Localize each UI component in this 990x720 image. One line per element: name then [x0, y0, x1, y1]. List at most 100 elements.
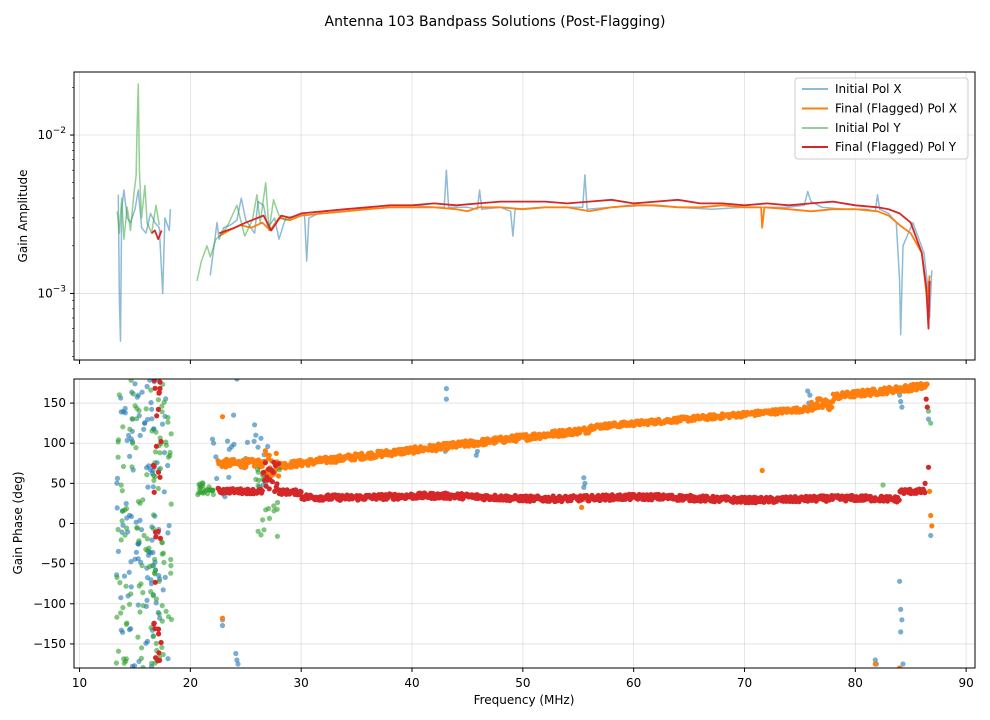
phase-point [161, 559, 167, 566]
phase-point [266, 452, 272, 458]
phase-point [124, 437, 130, 443]
phase-point [135, 498, 142, 505]
phase-point [151, 512, 157, 518]
phase-point [492, 492, 498, 498]
phase-point [897, 578, 903, 584]
amplitude-grid [74, 72, 975, 360]
phase-series-initial-pol-x [114, 379, 934, 668]
phase-point [219, 615, 226, 621]
phase-point [213, 454, 219, 460]
phase-point [266, 515, 273, 522]
phase-point [144, 597, 150, 604]
phase-point [168, 570, 174, 576]
phase-point [152, 579, 158, 585]
phase-point [141, 426, 147, 432]
phase-point [130, 440, 136, 446]
phase-point [120, 605, 126, 611]
phase-point [144, 536, 150, 542]
phase-point [156, 650, 162, 656]
phase-point [144, 465, 150, 471]
phase-point [165, 530, 171, 536]
phase-point [142, 420, 148, 426]
phase-point [121, 573, 128, 579]
phase-xtick-label: 30 [294, 676, 309, 690]
phase-point [151, 621, 157, 627]
phase-point [134, 394, 140, 400]
phase-point [161, 450, 168, 456]
phase-point [899, 617, 905, 623]
phase-point [153, 567, 159, 573]
phase-point [151, 477, 157, 483]
phase-point [118, 409, 124, 415]
phase-point [898, 629, 904, 635]
phase-point [151, 379, 157, 383]
phase-point [274, 481, 280, 487]
phase-point [159, 618, 165, 624]
phase-point [144, 575, 151, 581]
phase-point [141, 532, 147, 539]
phase-point [277, 467, 283, 473]
phase-point [807, 392, 813, 398]
phase-point [923, 396, 929, 402]
phase-grid [74, 379, 975, 668]
phase-point [880, 391, 886, 397]
phase-point [143, 406, 149, 412]
phase-point [165, 462, 171, 469]
phase-point [234, 657, 240, 663]
phase-point [137, 432, 143, 439]
phase-ylabel: Gain Phase (deg) [11, 471, 25, 574]
phase-xtick-label: 40 [404, 676, 419, 690]
phase-point [143, 640, 149, 646]
amplitude-lines [116, 83, 933, 342]
phase-ytick-label: 50 [51, 476, 66, 490]
phase-point [130, 391, 136, 397]
phase-point [133, 445, 139, 451]
phase-point [925, 464, 932, 470]
phase-point [123, 501, 129, 507]
phase-point [150, 462, 156, 468]
phase-point [157, 474, 163, 480]
phase-point [204, 487, 210, 493]
phase-point [924, 381, 930, 387]
phase-point [165, 656, 171, 662]
phase-point [133, 549, 139, 555]
phase-point [231, 412, 237, 418]
phase-point [259, 488, 265, 494]
phase-point [117, 580, 123, 586]
phase-point [152, 626, 158, 632]
phase-point [265, 443, 271, 450]
phase-point [231, 441, 237, 447]
phase-point [244, 439, 251, 445]
phase-point [168, 616, 175, 623]
phase-point [150, 467, 156, 474]
phase-point [210, 491, 216, 498]
phase-point [195, 492, 201, 498]
phase-point [814, 400, 820, 406]
phase-point [527, 498, 533, 504]
phase-xtick-label: 70 [737, 676, 752, 690]
phase-point [166, 523, 172, 529]
phase-point [115, 548, 121, 555]
phase-point [129, 416, 135, 422]
phase-point [159, 603, 165, 609]
phase-point [120, 463, 127, 470]
phase-point [253, 432, 259, 438]
phase-point [897, 665, 903, 668]
phase-point [271, 503, 277, 509]
phase-point [137, 609, 143, 615]
phase-point [161, 399, 167, 405]
legend-label-initial-pol-y: Initial Pol Y [835, 121, 901, 135]
legend-label-initial-pol-x: Initial Pol X [835, 82, 902, 96]
phase-point [159, 421, 166, 427]
legend: Initial Pol X Final (Flagged) Pol X Init… [794, 77, 969, 160]
phase-point [155, 406, 161, 412]
phase-point [134, 416, 140, 422]
phase-point [152, 556, 158, 562]
phase-point [114, 574, 120, 581]
phase-point [269, 479, 275, 485]
phase-point [581, 475, 587, 481]
phase-point [872, 657, 878, 663]
amplitude-series-initial-pol-x [117, 169, 933, 342]
phase-point [261, 527, 267, 533]
phase-point [139, 389, 145, 395]
